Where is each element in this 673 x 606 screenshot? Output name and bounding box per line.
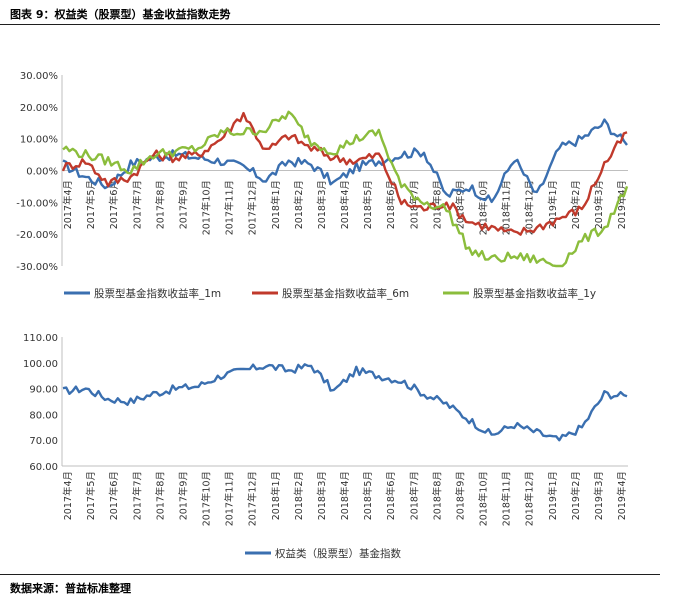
x-tick-label: 2018年10月 <box>478 471 490 526</box>
x-tick-label: 2018年11月 <box>501 180 513 235</box>
legend-label: 权益类（股票型）基金指数 <box>275 547 401 560</box>
x-tick-label: 2018年8月 <box>431 471 443 520</box>
x-tick-label: 2018年1月 <box>270 471 282 520</box>
series-line <box>61 111 628 236</box>
y-tick-label: 30.00% <box>20 71 58 82</box>
x-tick-label: 2019年2月 <box>570 471 582 520</box>
chart-top-returns: 30.00% 20.00% 10.00% 0.00% -10.00% -20.00% -30… <box>16 71 629 300</box>
x-tick-label: 2018年12月 <box>524 180 536 235</box>
x-tick-label: 2017年7月 <box>131 471 143 520</box>
figure-title: 图表 9：权益类（股票型）基金收益指数走势 <box>10 8 231 21</box>
y-tick-label: 110.00 <box>23 333 58 344</box>
x-tick-label: 2019年1月 <box>547 180 559 229</box>
legend-label: 股票型基金指数收益率_1m <box>94 287 221 300</box>
x-tick-label: 2018年4月 <box>339 471 351 520</box>
x-tick-label: 2017年4月 <box>62 471 74 520</box>
x-tick-label: 2017年9月 <box>177 471 189 520</box>
source-note: 数据来源：普益标准整理 <box>10 582 131 595</box>
x-tick-label: 2017年4月 <box>62 180 74 229</box>
legend-label: 股票型基金指数收益率_1y <box>473 287 596 300</box>
x-tick-label: 2018年5月 <box>362 180 374 229</box>
x-tick-label: 2018年8月 <box>431 180 443 229</box>
series-line <box>62 118 628 204</box>
x-tick-label: 2017年10月 <box>201 180 213 235</box>
x-tick-label: 2017年11月 <box>224 471 236 526</box>
top-rule <box>0 24 660 25</box>
x-tick-label: 2017年5月 <box>85 471 97 520</box>
y-tick-label: -30.00% <box>16 262 58 273</box>
y-tick-label: 80.00 <box>29 410 58 421</box>
x-tick-label: 2018年3月 <box>316 471 328 520</box>
x-tick-label: 2018年2月 <box>293 471 305 520</box>
x-tick-label: 2018年1月 <box>270 180 282 229</box>
x-tick-label: 2019年3月 <box>593 471 605 520</box>
x-tick-label: 2018年11月 <box>501 471 513 526</box>
x-tick-label: 2018年12月 <box>524 471 536 526</box>
x-tick-label: 2018年6月 <box>385 180 397 229</box>
x-tick-label: 2017年5月 <box>85 180 97 229</box>
x-tick-label: 2017年7月 <box>131 180 143 229</box>
x-tick-label: 2017年6月 <box>108 180 120 229</box>
x-tick-label: 2017年11月 <box>224 180 236 235</box>
x-tick-label: 2018年5月 <box>362 471 374 520</box>
x-tick-label: 2018年7月 <box>408 471 420 520</box>
x-tick-label: 2018年6月 <box>385 471 397 520</box>
legend-label: 股票型基金指数收益率_6m <box>282 287 409 300</box>
y-tick-label: 0.00% <box>26 167 58 178</box>
y-tick-label: 100.00 <box>23 359 58 370</box>
y-tick-label: 90.00 <box>29 385 58 396</box>
bottom-rule <box>0 574 660 575</box>
x-tick-label: 2019年2月 <box>570 180 582 229</box>
x-tick-label: 2017年12月 <box>247 180 259 235</box>
series-line <box>62 363 628 442</box>
y-tick-label: 60.00 <box>29 462 58 473</box>
x-tick-label: 2019年1月 <box>547 471 559 520</box>
y-tick-label: 70.00 <box>29 436 58 447</box>
x-tick-label: 2018年3月 <box>316 180 328 229</box>
x-tick-label: 2018年4月 <box>339 180 351 229</box>
y-tick-label: 20.00% <box>20 103 58 114</box>
x-tick-label: 2017年10月 <box>201 471 213 526</box>
x-tick-label: 2017年9月 <box>177 180 189 229</box>
chart-bottom-index: 110.00 100.00 90.00 80.00 70.00 60.00 2017年4月 2… <box>23 333 628 560</box>
series-line <box>62 110 629 268</box>
x-tick-label: 2019年3月 <box>593 180 605 229</box>
x-tick-label: 2018年10月 <box>478 180 490 235</box>
x-tick-label: 2018年9月 <box>454 471 466 520</box>
x-tick-label: 2017年6月 <box>108 471 120 520</box>
x-tick-label: 2018年2月 <box>293 180 305 229</box>
y-tick-label: -20.00% <box>16 230 58 241</box>
x-tick-label: 2017年8月 <box>154 471 166 520</box>
y-tick-label: 10.00% <box>20 135 58 146</box>
x-tick-label: 2017年12月 <box>247 471 259 526</box>
y-tick-label: -10.00% <box>16 198 58 209</box>
x-tick-label: 2017年8月 <box>154 180 166 229</box>
x-tick-label: 2019年4月 <box>616 471 628 520</box>
